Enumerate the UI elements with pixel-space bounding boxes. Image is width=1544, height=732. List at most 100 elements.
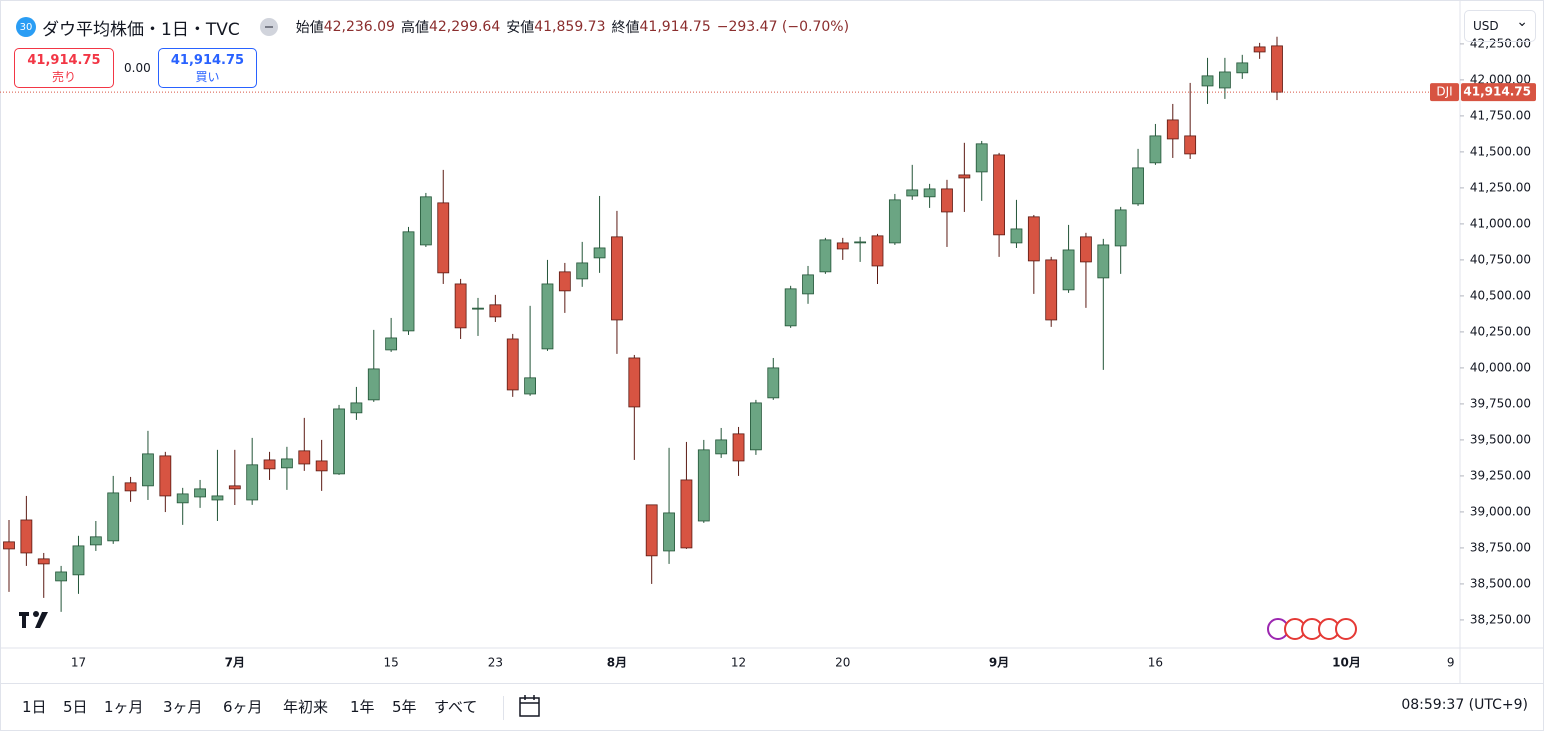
y-tick-label: 41,500.00: [1470, 144, 1531, 158]
candle-body: [923, 188, 936, 198]
ohlc-value: 42,236.09: [323, 19, 395, 35]
range-button[interactable]: 5日: [63, 698, 88, 716]
candle-body: [1132, 167, 1144, 205]
candle-body: [975, 143, 988, 173]
candle-body: [472, 307, 484, 310]
candle-body: [1201, 75, 1214, 87]
candle-body: [993, 154, 1005, 236]
symbol-title[interactable]: ダウ平均株価・1日・TVC: [42, 19, 240, 40]
candle-body: [489, 304, 502, 318]
candle-body: [333, 408, 345, 475]
candle-body: [194, 488, 206, 498]
last-price-tag: [1461, 83, 1536, 102]
range-button[interactable]: すべて: [434, 698, 478, 716]
last-price-label: 41,914.75: [1463, 85, 1531, 99]
y-tick-label: 42,000.00: [1470, 72, 1531, 86]
candle-body: [680, 479, 693, 549]
separator: [503, 696, 504, 720]
price-change: −293.47 (−0.70%): [716, 19, 850, 35]
candle-body: [385, 337, 398, 351]
y-tick-label: 40,250.00: [1470, 324, 1531, 338]
candle-body: [1097, 244, 1110, 279]
x-tick-label: 9月: [989, 656, 1009, 670]
candle-body: [888, 199, 901, 244]
bottom-toolbar: 08:59:37 (UTC+9) 1日 5日 1ヶ月 3ヶ月 6ヶ月 年初来 1年 5年 すべて: [0, 683, 1544, 732]
candle-body: [419, 196, 432, 246]
candle-body: [72, 545, 85, 576]
clock[interactable]: 08:59:37 (UTC+9): [1401, 697, 1528, 713]
candle-body: [784, 288, 797, 327]
candle-body: [1253, 46, 1266, 53]
ohlc-label: 終値: [611, 20, 640, 36]
candle-body: [402, 231, 415, 332]
candle-body: [281, 458, 293, 469]
candle-body: [1166, 119, 1179, 140]
candle-body: [37, 558, 50, 565]
x-tick-label: 12: [731, 656, 746, 670]
candle-body: [697, 449, 710, 522]
currency-select[interactable]: USD: [1464, 7, 1536, 42]
x-tick-label: 17: [71, 656, 86, 670]
y-tick-label: 41,000.00: [1470, 216, 1531, 230]
candle-body: [558, 271, 571, 292]
symbol-tag-label: DJI: [1436, 85, 1452, 99]
x-tick-label: 23: [488, 656, 503, 670]
candle-body: [350, 402, 363, 414]
ohlc-label: 始値: [295, 20, 324, 36]
candle-body: [958, 174, 971, 179]
spread: 0.00: [124, 61, 151, 75]
range-button[interactable]: 1ヶ月: [104, 698, 144, 716]
x-tick-label: 20: [835, 656, 850, 670]
candle-body: [315, 460, 328, 472]
candle-body: [767, 367, 780, 399]
candle-body: [611, 236, 623, 321]
x-tick-label: 16: [1148, 656, 1163, 670]
range-button[interactable]: 1年: [350, 698, 375, 716]
candle-body: [124, 482, 137, 492]
candle-body: [819, 239, 832, 273]
candle-body: [1027, 216, 1040, 262]
candle-body: [802, 274, 814, 295]
range-button[interactable]: 6ヶ月: [223, 698, 263, 716]
sell-label: 売り: [51, 70, 76, 84]
candle-body: [593, 247, 606, 259]
range-button[interactable]: 5年: [392, 698, 417, 716]
symbol-header: 30 ダウ平均株価・1日・TVC 始値 42,236.09 高値 42,299.64…: [16, 14, 849, 40]
candle-body: [437, 202, 450, 274]
buy-label: 買い: [195, 70, 220, 84]
y-tick-label: 39,750.00: [1470, 396, 1531, 410]
candle-body: [854, 241, 867, 244]
y-tick-label: 38,750.00: [1470, 540, 1531, 554]
hide-button[interactable]: [259, 18, 278, 36]
buy-price: 41,914.75: [170, 53, 245, 68]
range-button[interactable]: 3ヶ月: [163, 698, 203, 716]
candle-body: [836, 242, 849, 250]
candle-body: [246, 464, 259, 501]
x-tick-label: 10月: [1332, 656, 1361, 670]
candle-body: [750, 402, 762, 451]
symbol-tag: [1430, 83, 1459, 102]
range-button[interactable]: 1日: [22, 698, 47, 716]
x-tick-label: 8月: [607, 656, 627, 670]
sell-button[interactable]: 41,914.75 売り: [14, 48, 114, 88]
y-tick-label: 41,750.00: [1470, 108, 1531, 122]
ohlc-value: 42,299.64: [428, 19, 501, 35]
candle-body: [645, 504, 658, 557]
candle-body: [663, 512, 675, 552]
candle-body: [3, 541, 15, 550]
range-button[interactable]: 年初来: [283, 698, 329, 716]
candle-body: [906, 189, 919, 197]
date-range-button[interactable]: [516, 693, 544, 721]
buy-button[interactable]: 41,914.75 買い: [158, 48, 257, 88]
candle-body: [228, 485, 241, 490]
event-icons[interactable]: [1267, 618, 1357, 640]
candle-body: [524, 377, 536, 395]
candle-body: [142, 453, 154, 487]
x-tick-label: 15: [383, 656, 398, 670]
candle-body: [20, 519, 33, 554]
candle-body: [211, 495, 224, 501]
ohlc-label: 安値: [506, 20, 535, 36]
candle-body: [1149, 135, 1162, 164]
candle-body: [107, 492, 120, 542]
sell-price: 41,914.75: [27, 53, 101, 68]
